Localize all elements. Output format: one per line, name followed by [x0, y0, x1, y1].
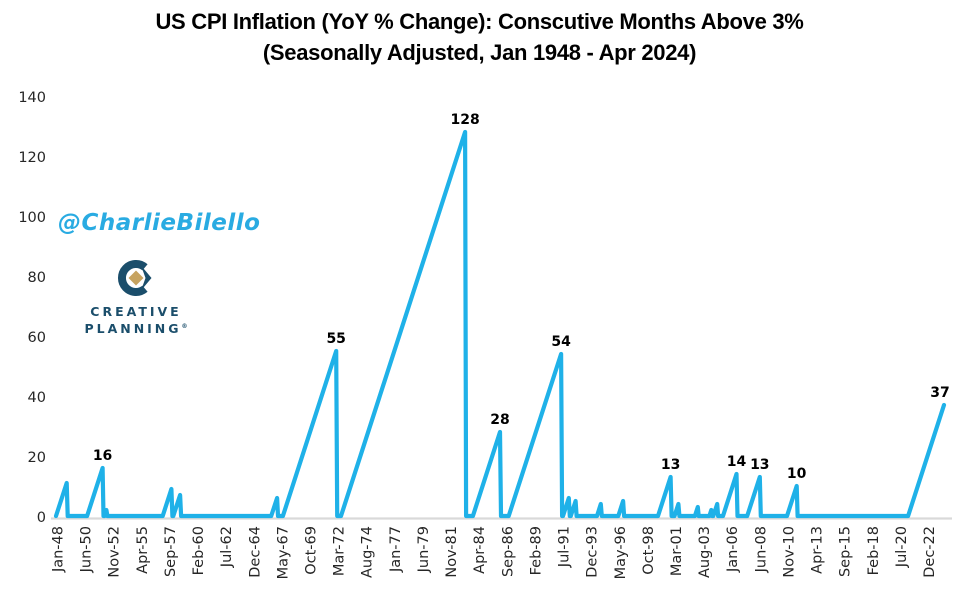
- cpi-consecutive-months-series: [53, 129, 947, 519]
- chart-title-line2: (Seasonally Adjusted, Jan 1948 - Apr 202…: [262, 40, 697, 65]
- y-axis-tick-label: 100: [18, 210, 46, 226]
- x-axis-tick-label: Nov-81: [444, 526, 460, 578]
- x-axis-tick-label: Nov-52: [107, 526, 123, 578]
- peak-value-annotation: 14: [727, 454, 747, 470]
- x-axis-tick-label: Sep-57: [163, 526, 179, 577]
- y-axis-tick-label: 80: [28, 270, 46, 286]
- x-axis-tick-label: Mar-01: [669, 526, 685, 576]
- registered-trademark-mark: ®: [181, 323, 188, 330]
- x-axis-tick-label: Dec-22: [922, 526, 938, 578]
- chart-title-line1: US CPI Inflation (YoY % Change): Conscut…: [155, 9, 804, 34]
- y-axis-tick-label: 120: [18, 150, 46, 166]
- x-axis-tick-label: May-67: [275, 526, 291, 579]
- x-axis-tick-label: Feb-60: [191, 526, 207, 575]
- x-axis-tick-label: Dec-93: [585, 526, 601, 578]
- x-axis-tick-label: Oct-98: [641, 526, 657, 575]
- x-axis-tick-label: May-96: [613, 526, 629, 579]
- x-axis-tick-label: Aug-74: [360, 526, 376, 578]
- y-axis-tick-label: 60: [28, 330, 46, 346]
- x-axis-tick-label: Apr-55: [135, 526, 151, 574]
- x-axis-tick-label: Jul-62: [219, 526, 235, 568]
- x-axis-tick-label: Dec-64: [247, 526, 263, 578]
- x-axis-tick-label: Sep-15: [838, 526, 854, 577]
- peak-value-annotation: 28: [490, 412, 509, 428]
- x-axis-tick-label: Oct-69: [304, 526, 320, 575]
- x-axis-tick-label: Jun-79: [416, 526, 432, 573]
- x-axis-tick-label: Feb-89: [528, 526, 544, 575]
- x-axis-tick-label: Feb-18: [866, 526, 882, 575]
- x-axis-tick-label: Jul-20: [894, 526, 910, 568]
- logo-text-line2-word: PLANNING: [84, 321, 182, 337]
- chart-title: US CPI Inflation (YoY % Change): Conscut…: [0, 6, 959, 68]
- y-axis-tick-label: 140: [18, 90, 46, 106]
- logo-text-line1: CREATIVE: [90, 304, 182, 319]
- x-axis-tick-label: Apr-13: [810, 526, 826, 574]
- x-axis-tick-label: Apr-84: [472, 526, 488, 574]
- y-axis-tick-label: 0: [37, 510, 46, 526]
- x-axis-tick-label: Jan-48: [51, 526, 67, 573]
- peak-value-annotation: 13: [750, 457, 769, 473]
- y-axis-tick-label: 20: [28, 450, 46, 466]
- x-axis-tick-label: Aug-03: [697, 526, 713, 578]
- peak-value-annotation: 54: [551, 334, 571, 350]
- watermark-credit: @CharlieBilello: [58, 210, 261, 236]
- x-axis-tick-label: Jan-77: [388, 526, 404, 573]
- peak-value-annotation: 10: [787, 466, 807, 482]
- x-axis-tick-label: Nov-10: [781, 526, 797, 578]
- peak-value-annotation: 55: [326, 331, 345, 347]
- peak-value-annotation: 13: [661, 457, 680, 473]
- x-axis-tick-label: Jun-50: [79, 526, 95, 573]
- x-axis-tick-label: Jun-08: [753, 526, 769, 573]
- creative-planning-logo: CREATIVE PLANNING®: [78, 256, 194, 336]
- peak-value-annotation: 128: [451, 112, 480, 128]
- y-axis-tick-label: 40: [28, 390, 46, 406]
- x-axis-tick-label: Jan-06: [725, 526, 741, 573]
- x-axis-tick-label: Mar-72: [332, 526, 348, 576]
- logo-text-line2: PLANNING®: [78, 319, 194, 336]
- x-axis-tick-label: Jul-91: [557, 526, 573, 568]
- creative-planning-logo-icon: [118, 260, 152, 296]
- peak-value-annotation: 16: [93, 448, 112, 464]
- x-axis-tick-label: Sep-86: [500, 526, 516, 577]
- peak-value-annotation: 37: [930, 385, 949, 401]
